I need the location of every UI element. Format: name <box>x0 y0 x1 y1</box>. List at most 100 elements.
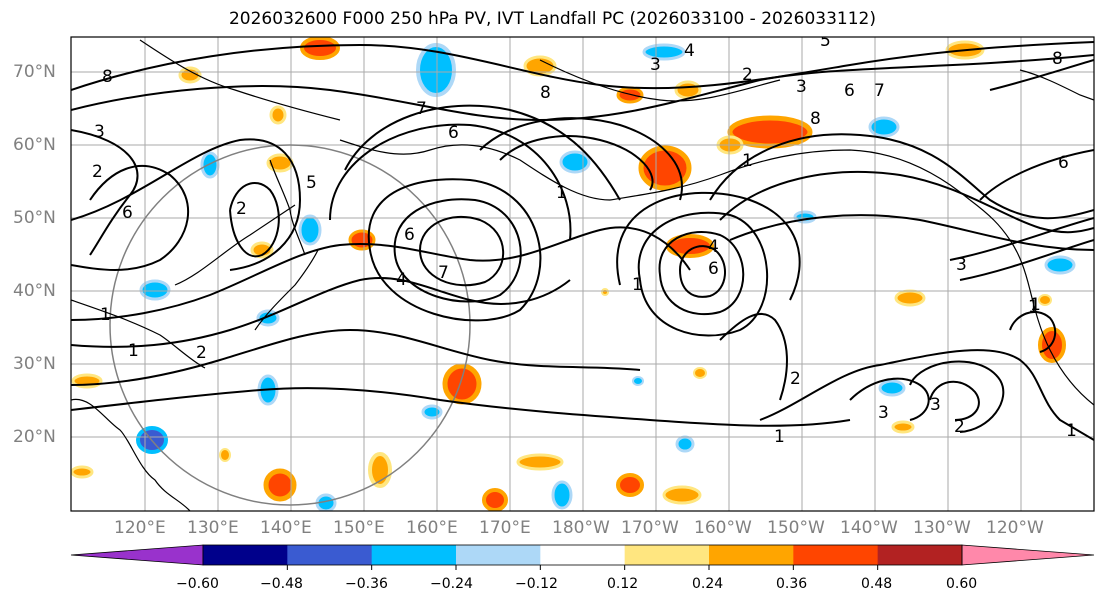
anomaly-blob <box>298 214 322 246</box>
anomaly-blob <box>894 289 926 307</box>
contour-label: 3 <box>94 122 105 142</box>
coastline <box>71 398 191 511</box>
colorbar-segment <box>624 545 710 565</box>
pv-contour <box>229 181 280 258</box>
anomaly-blob <box>662 485 702 505</box>
contour-label: 6 <box>844 81 855 101</box>
colorbar-tick-label: −0.48 <box>260 576 303 592</box>
lon-label: 160°E <box>406 518 458 538</box>
pv-contour <box>616 191 801 301</box>
contour-label: 1 <box>128 341 139 361</box>
contour-label: 8 <box>102 67 113 87</box>
contour-label: 6 <box>122 203 133 223</box>
pv-contour <box>344 104 621 201</box>
contour-label: 6 <box>708 259 719 279</box>
contour-label: 7 <box>874 81 885 101</box>
lon-label: 160°W <box>694 518 752 538</box>
colorbar-extend-low <box>70 544 204 566</box>
colorbar-tick-label: 0.24 <box>692 576 724 592</box>
pv-contour <box>71 165 189 271</box>
coastline <box>71 299 206 369</box>
anomaly-blob <box>616 473 644 497</box>
contour-label: 4 <box>708 237 719 257</box>
anomaly-blob <box>263 468 297 502</box>
graticule <box>71 37 1094 511</box>
pv-contour <box>71 277 571 348</box>
plot-area: 8 3 2 6 1 7 4 5 2 8 6 7 1 4 6 3 1 2 1 3 … <box>71 37 1094 511</box>
contour-label-group: 8 3 2 6 1 7 4 5 2 8 6 7 1 4 6 3 1 2 1 3 … <box>92 37 1077 447</box>
colorbar-tick-label: 0.36 <box>776 576 808 592</box>
contour-label: 6 <box>1058 153 1069 173</box>
pv-contour <box>71 387 851 427</box>
contour-label: 1 <box>632 275 643 295</box>
lat-label: 40°N <box>13 281 56 301</box>
lat-label: 70°N <box>13 62 56 82</box>
contour-label: 1 <box>1028 297 1039 317</box>
lon-label: 120°W <box>986 518 1044 538</box>
coastline <box>269 159 306 256</box>
colorbar-tick-label: −0.12 <box>515 576 558 592</box>
contour-label: 4 <box>684 41 695 61</box>
anomaly-blob <box>442 363 482 405</box>
anomaly-blob <box>693 367 707 379</box>
pv-contour <box>719 171 1094 234</box>
pv-contour <box>929 380 980 421</box>
anomaly-blob <box>421 404 443 420</box>
lon-label: 170°W <box>621 518 679 538</box>
contour-label: 8 <box>810 109 821 129</box>
coastline <box>174 204 296 286</box>
contour-label: 1 <box>1066 421 1077 441</box>
pv-contour <box>679 245 727 298</box>
pv-contour <box>499 135 654 191</box>
contour-label: 6 <box>404 225 415 245</box>
pv-contour <box>949 217 1094 261</box>
colorbar-outline <box>202 544 963 566</box>
pv-contour <box>1009 311 1057 353</box>
colorbar-tick-label: 0.48 <box>861 576 893 592</box>
pv-contour <box>71 129 139 256</box>
shaded-anomalies <box>71 37 1076 511</box>
lon-label: 170°E <box>479 518 531 538</box>
anomaly-blob <box>559 150 591 174</box>
lat-label: 20°N <box>13 427 56 447</box>
map-title: 2026032600 F000 250 hPa PV, IVT Landfall… <box>228 9 876 29</box>
lat-label: 50°N <box>13 208 56 228</box>
anomaly-blob <box>642 43 686 61</box>
coastline <box>969 199 1094 406</box>
anomaly-blob <box>632 376 644 386</box>
lon-label: 150°E <box>333 518 385 538</box>
pv-contour <box>719 313 788 401</box>
contour-label: 3 <box>930 395 941 415</box>
anomaly-blob <box>516 453 564 471</box>
contour-label: 1 <box>556 183 567 203</box>
anomaly-blob <box>1038 294 1052 306</box>
lon-label: 140°E <box>260 518 312 538</box>
pv-contour <box>658 230 745 316</box>
anomaly-blob <box>269 105 287 125</box>
coastline <box>539 59 781 102</box>
pv-contour <box>71 328 641 386</box>
pv-contour <box>849 377 930 421</box>
lon-label: 130°W <box>913 518 971 538</box>
colorbar-extend-high <box>961 544 1095 566</box>
contour-label: 7 <box>438 263 449 283</box>
contour-label: 1 <box>1030 295 1041 315</box>
contour-label: 2 <box>196 343 207 363</box>
anomaly-blob <box>250 241 274 259</box>
contour-label: 6 <box>448 123 459 143</box>
pv-contour <box>989 59 1094 91</box>
lon-label: 180°W <box>552 518 610 538</box>
contour-label: 8 <box>540 83 551 103</box>
colorbar-tick-label: −0.36 <box>345 576 388 592</box>
anomaly-blob <box>200 151 220 179</box>
pv-contour <box>367 178 542 322</box>
contour-label: 2 <box>236 199 247 219</box>
contour-label: 2 <box>954 417 965 437</box>
anomaly-blob <box>727 115 813 149</box>
pv-contour <box>419 215 505 287</box>
anomaly-blob <box>601 288 609 296</box>
anomaly-blob <box>416 43 456 97</box>
plot-frame <box>70 36 1095 512</box>
colorbar-tick-label: −0.60 <box>176 576 219 592</box>
